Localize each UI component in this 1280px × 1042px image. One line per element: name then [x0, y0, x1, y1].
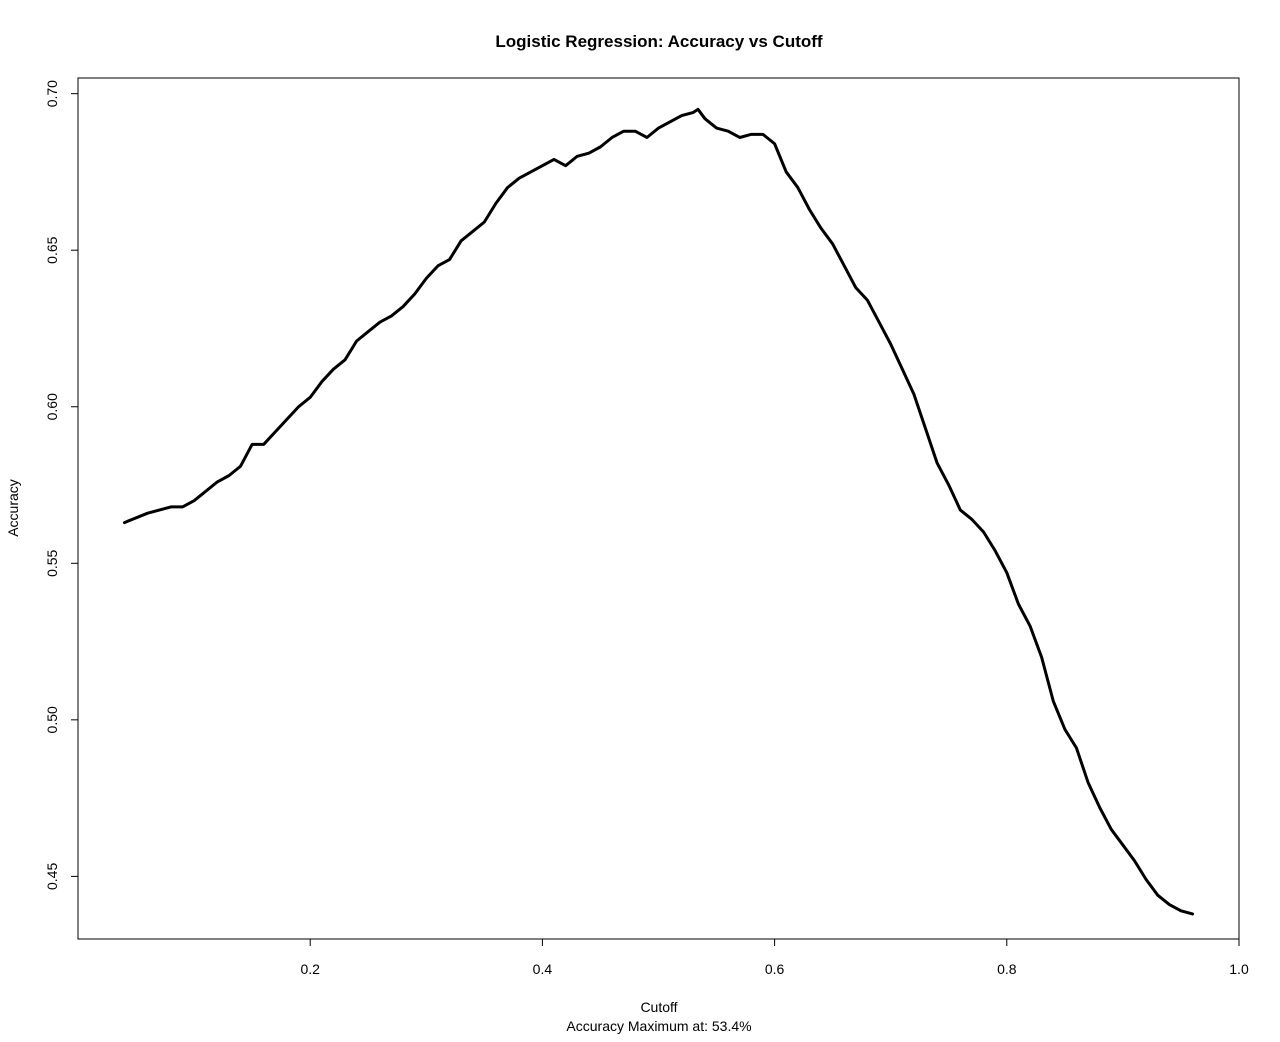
x-tick-label: 0.8 [997, 961, 1017, 977]
y-tick-label: 0.50 [44, 706, 60, 733]
x-tick-label: 0.2 [300, 961, 320, 977]
x-tick-label: 1.0 [1229, 961, 1249, 977]
y-tick-label: 0.70 [44, 80, 60, 107]
plot-frame [77, 77, 1240, 940]
x-axis: 0.2 0.4 0.6 0.8 1.0 [300, 939, 1249, 977]
y-tick-label: 0.55 [44, 549, 60, 576]
series-layer [122, 107, 1195, 916]
x-tick-label: 0.6 [765, 961, 785, 977]
y-tick-label: 0.65 [44, 236, 60, 263]
y-tick-label: 0.45 [44, 863, 60, 890]
chart-subtitle: Accuracy Maximum at: 53.4% [566, 1018, 751, 1034]
chart-title: Logistic Regression: Accuracy vs Cutoff [495, 32, 823, 51]
x-axis-label: Cutoff [640, 999, 677, 1015]
y-tick-label: 0.60 [44, 393, 60, 420]
x-tick-label: 0.4 [533, 961, 553, 977]
accuracy-line [122, 107, 1195, 916]
y-axis: 0.45 0.50 0.55 0.60 0.65 0.70 [44, 80, 78, 890]
y-axis-label: Accuracy [5, 479, 21, 537]
